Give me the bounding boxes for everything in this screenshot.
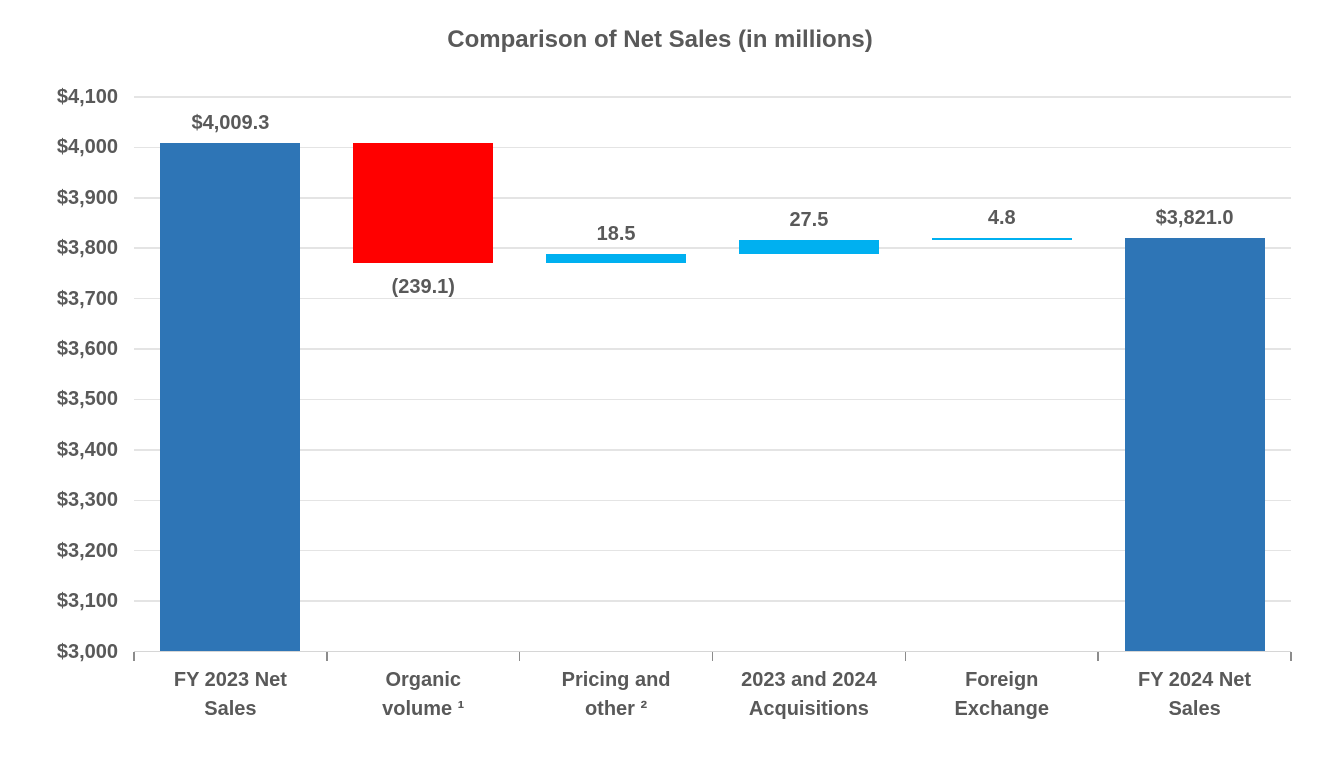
gridline xyxy=(134,197,1291,199)
y-axis-tick-label: $4,000 xyxy=(56,136,118,159)
category-label-line: Exchange xyxy=(954,698,1049,720)
y-axis-tick-label: $3,400 xyxy=(56,438,118,461)
chart-title: Comparison of Net Sales (in millions) xyxy=(447,26,873,53)
category-label-line: Sales xyxy=(204,698,257,720)
y-axis-tick-label: $3,800 xyxy=(56,237,118,260)
data-label-fy-2024-net-sales: $3,821.0 xyxy=(1155,206,1234,229)
category-label-pricing-and-other: Pricing and other ² xyxy=(514,666,719,724)
category-label-fy-2023-net-sales: FY 2023 Net Sales xyxy=(128,666,333,724)
category-label-line: Organic xyxy=(385,669,462,691)
x-axis-tick xyxy=(904,651,907,661)
category-label-organic-volume: Organic volume ¹ xyxy=(321,666,526,724)
bar-fy-2024-net-sales xyxy=(1124,237,1265,652)
data-label-2023-and-2024-acquisitions: 27.5 xyxy=(789,209,829,232)
x-axis-tick xyxy=(133,651,135,661)
x-axis-tick xyxy=(1097,651,1099,661)
x-axis-tick xyxy=(326,651,328,661)
gridline xyxy=(134,549,1291,552)
x-axis-tick xyxy=(518,651,521,661)
gridline xyxy=(134,398,1291,401)
data-label-fy-2023-net-sales: $4,009.3 xyxy=(191,111,270,134)
category-label-line: FY 2023 Net xyxy=(173,669,287,691)
y-axis-tick-label: $3,900 xyxy=(56,186,118,209)
bar-pricing-and-other xyxy=(546,253,687,264)
gridline xyxy=(134,297,1291,300)
category-label-line: other ² xyxy=(584,698,648,720)
category-label-line: 2023 and 2024 xyxy=(741,669,877,691)
gridline xyxy=(134,600,1291,602)
data-label-foreign-exchange: 4.8 xyxy=(987,206,1016,229)
gridline xyxy=(134,348,1291,350)
gridline xyxy=(134,247,1291,249)
bar-organic-volume xyxy=(353,142,494,264)
category-label-line: Acquisitions xyxy=(748,698,869,720)
y-axis-tick-label: $3,200 xyxy=(56,539,118,562)
x-axis-tick xyxy=(711,651,714,661)
category-label-2023-and-2024-acquisitions: 2023 and 2024 Acquisitions xyxy=(707,666,912,724)
y-axis-tick-label: $3,100 xyxy=(56,590,118,613)
category-label-line: FY 2024 Net xyxy=(1138,669,1252,691)
category-label-line: Foreign xyxy=(965,669,1039,691)
bar-2023-and-2024-acquisitions xyxy=(738,240,879,254)
category-label-foreign-exchange: Foreign Exchange xyxy=(899,666,1104,724)
y-axis-tick-label: $4,100 xyxy=(56,86,118,108)
gridline xyxy=(134,146,1291,149)
gridline xyxy=(134,449,1291,451)
y-axis-tick-label: $3,700 xyxy=(56,287,118,310)
y-axis-tick-label: $3,300 xyxy=(56,489,118,512)
category-label-line: Pricing and xyxy=(561,669,671,691)
y-axis-tick-label: $3,600 xyxy=(56,338,118,361)
x-axis-tick xyxy=(1290,651,1292,661)
y-axis-tick-label: $3,500 xyxy=(56,388,118,411)
category-label-line: Sales xyxy=(1168,698,1221,720)
category-label-line: volume ¹ xyxy=(382,698,465,720)
bar-fy-2023-net-sales xyxy=(160,142,301,652)
category-label-fy-2024-net-sales: FY 2024 Net Sales xyxy=(1092,666,1297,724)
y-axis-tick-label: $3,000 xyxy=(56,640,118,663)
bar-foreign-exchange xyxy=(931,237,1072,241)
data-label-organic-volume: (239.1) xyxy=(391,276,455,299)
gridline xyxy=(134,499,1291,502)
gridline xyxy=(134,96,1291,98)
data-label-pricing-and-other: 18.5 xyxy=(596,222,636,245)
